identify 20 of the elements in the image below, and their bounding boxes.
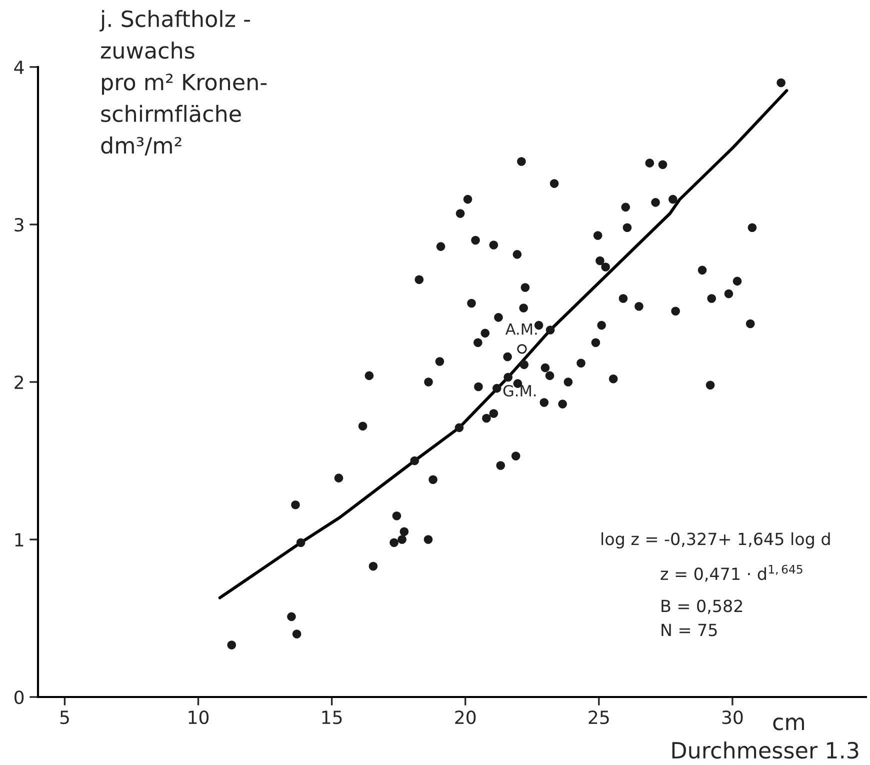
y-tick-label: 3 [14,218,24,232]
annotation: log z = -0,327+ 1,645 log d [602,532,830,548]
y-tick-label: 2 [14,375,23,389]
x-tick-label: 5 [60,710,69,724]
x-tick-label: 10 [188,710,209,724]
y-tick-label: 1 [15,533,24,546]
x-tick-label: 30 [722,710,743,724]
x-axis-title: Durchmesser 1.3 [672,741,858,759]
x-tick-label: 20 [455,710,476,724]
annotation: B = 0,582 [662,600,742,614]
y-tick-label: 0 [14,690,24,704]
annotation: G.M. [503,384,536,397]
annotation: A.M. [505,324,537,335]
annotation: z = 0,471 · d$^{1,645}$ [660,564,802,582]
y-tick-label: 4 [14,60,24,74]
y-axis-title: j. Schaftholz - zuwachs pro m² Kronen- schirmfläche dm³/m² [100,10,267,156]
x-tick-label: 25 [588,710,609,724]
text: cm [773,718,804,730]
annotation: N = 75 [662,624,717,636]
x-tick-label: 15 [322,710,342,724]
